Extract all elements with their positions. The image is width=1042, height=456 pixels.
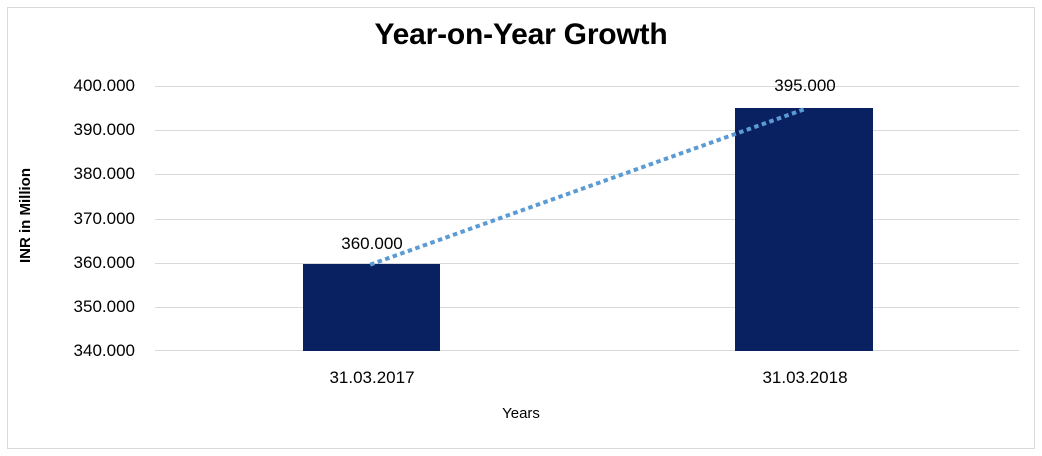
gridline <box>155 262 1019 264</box>
chart-title: Year-on-Year Growth <box>374 18 668 51</box>
gridline <box>155 86 1019 87</box>
bar-value-label-31-03-2018: 395.000 <box>774 76 836 95</box>
x-axis-title: Years <box>502 405 540 422</box>
y-tick-label: 350.000 <box>73 296 135 316</box>
bar-31-03-2018[interactable] <box>735 108 873 351</box>
gridline <box>155 306 1019 308</box>
y-axis-tick-labels: 400.000 390.000 380.000 370.000 360.000 … <box>0 76 145 360</box>
y-tick-label: 340.000 <box>73 341 135 360</box>
gridline <box>155 174 1019 176</box>
gridline <box>155 350 1019 351</box>
x-tick-label-31-03-2017: 31.03.2017 <box>329 368 415 387</box>
y-tick-label: 360.000 <box>73 252 135 272</box>
bar-31-03-2017[interactable] <box>303 263 440 351</box>
gridline <box>155 218 1019 220</box>
bar-value-label-31-03-2017: 360.000 <box>341 234 403 253</box>
y-tick-label: 370.000 <box>73 208 135 228</box>
x-tick-label-31-03-2018: 31.03.2018 <box>762 368 848 387</box>
gridline <box>155 130 1019 132</box>
plot-area <box>155 86 1019 351</box>
y-tick-label: 390.000 <box>73 120 135 140</box>
y-tick-label: 400.000 <box>73 76 135 95</box>
y-tick-label: 380.000 <box>73 164 135 184</box>
